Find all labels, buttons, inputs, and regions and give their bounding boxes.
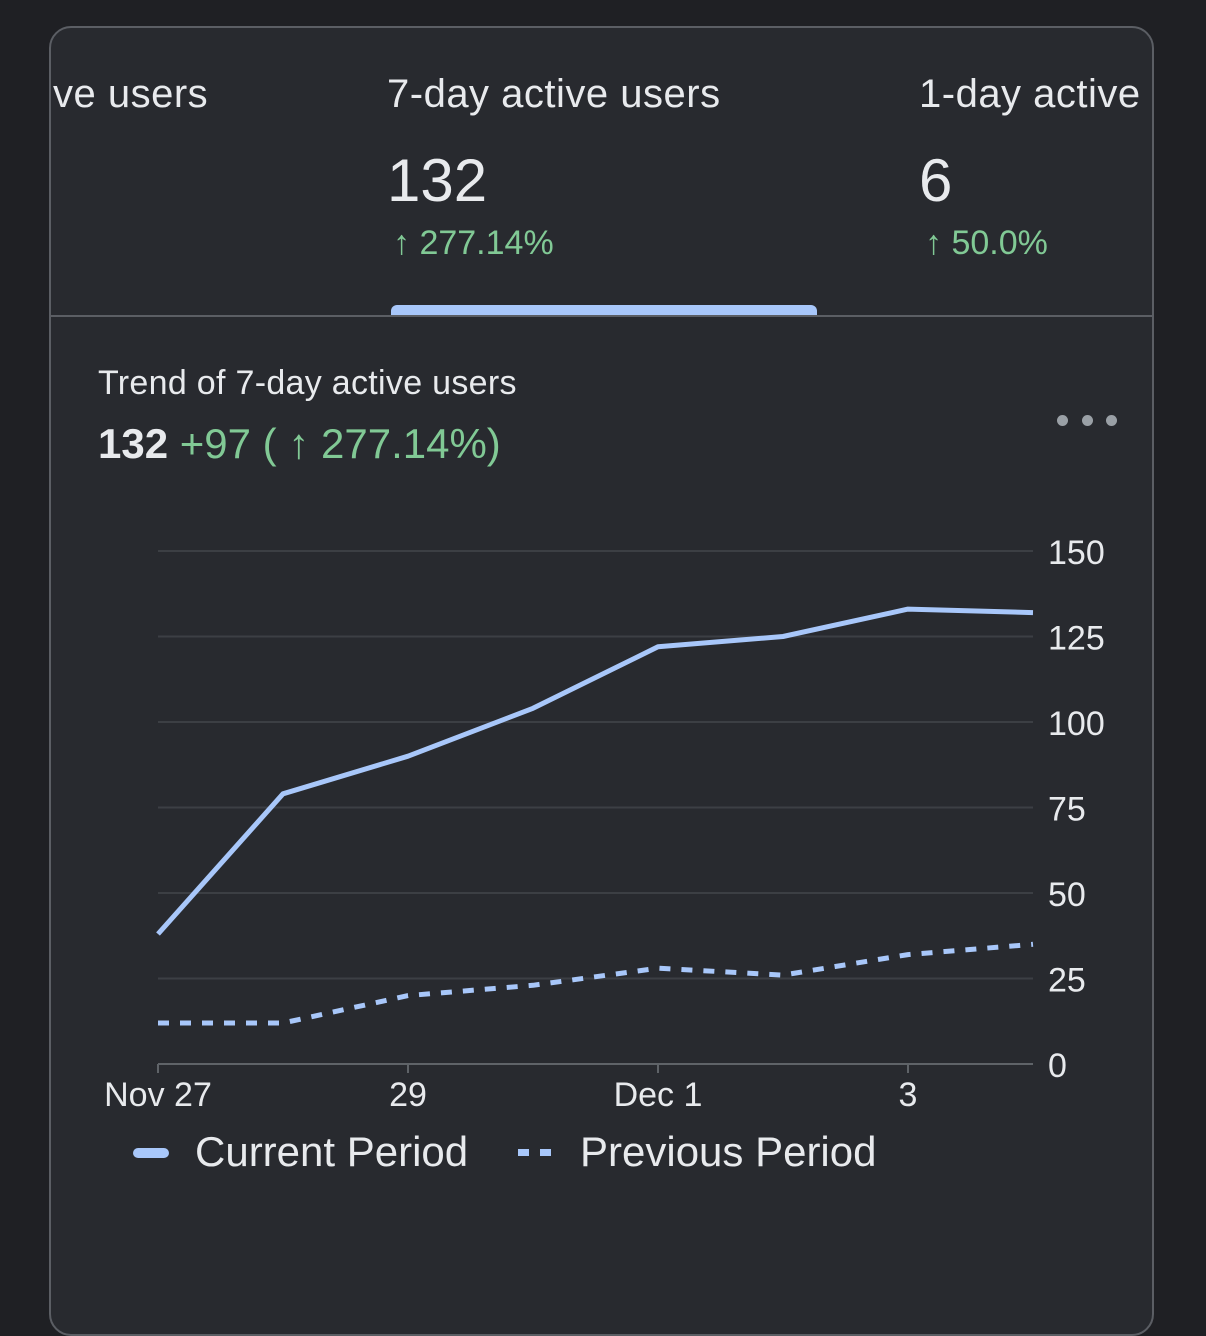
x-tick-label: 29: [389, 1076, 427, 1114]
line-chart: 0 25 50 75 100 125 150 Nov 27 29 Dec 1 3: [104, 534, 1105, 1114]
x-tick-label: 3: [899, 1076, 918, 1114]
chart-title: Trend of 7-day active users: [98, 364, 517, 402]
tab-1-day-active-users[interactable]: 1-day active 6 ↑ 50.0%: [919, 28, 1152, 315]
dotted-line-icon: [518, 1149, 552, 1156]
tab-label: 1-day active: [919, 72, 1141, 116]
x-tick-label: Dec 1: [614, 1076, 703, 1114]
legend-label: Current Period: [195, 1128, 469, 1175]
series-line-current-period: [156, 606, 1034, 936]
y-tick-label: 0: [1048, 1047, 1067, 1085]
tab-change: ↑ 50.0%: [925, 224, 1048, 262]
tab-label: 7-day active users: [387, 72, 721, 116]
legend-label: Previous Period: [580, 1128, 877, 1175]
tab-28-day-active-users[interactable]: ve users: [51, 28, 351, 315]
more-horizontal-icon: [1081, 414, 1093, 426]
tab-change: ↑ 277.14%: [393, 224, 554, 262]
y-tick-label: 50: [1048, 876, 1086, 914]
summary-change: +97 ( ↑ 277.14%): [179, 420, 501, 467]
y-tick-label: 150: [1048, 534, 1105, 572]
tab-value: 6: [919, 147, 953, 214]
selected-tab-indicator: [391, 305, 817, 315]
tab-value: 132: [387, 147, 488, 214]
chart-summary: 132 +97 ( ↑ 277.14%): [98, 420, 501, 468]
metric-tabs: ve users 7-day active users 132 ↑ 277.14…: [51, 28, 1152, 315]
x-tick-label: Nov 27: [104, 1076, 212, 1114]
tab-label: ve users: [53, 72, 209, 116]
tabs-divider: [51, 315, 1152, 317]
y-tick-label: 100: [1048, 705, 1105, 743]
tab-7-day-active-users[interactable]: 7-day active users 132 ↑ 277.14%: [387, 28, 847, 315]
summary-value: 132: [98, 420, 169, 467]
more-horizontal-icon: [1057, 414, 1068, 426]
active-users-card: ve users 7-day active users 132 ↑ 277.14…: [49, 26, 1154, 1336]
more-horizontal-icon: [1106, 414, 1117, 426]
more-options-button[interactable]: [1057, 406, 1117, 434]
y-tick-label: 75: [1048, 791, 1086, 829]
solid-line-icon: [133, 1148, 169, 1158]
y-tick-label: 125: [1048, 620, 1105, 658]
y-tick-label: 25: [1048, 962, 1086, 1000]
series-line-previous-period: [158, 941, 1034, 1026]
